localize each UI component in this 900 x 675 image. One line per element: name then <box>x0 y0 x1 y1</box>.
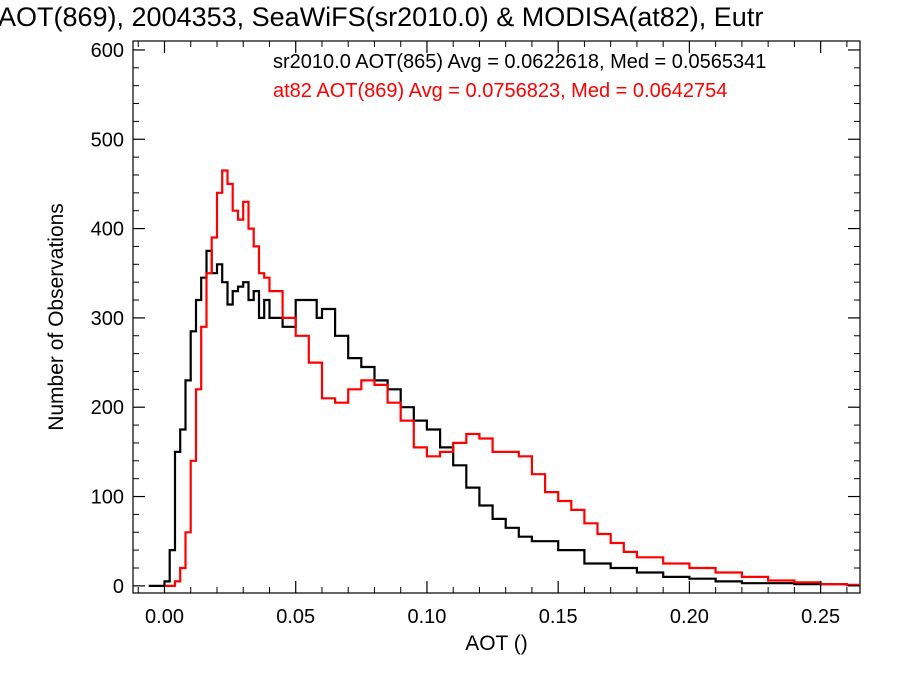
series-layer <box>148 169 860 587</box>
legend: sr2010.0 AOT(865) Avg = 0.0622618, Med =… <box>273 51 766 102</box>
y-tick-label: 600 <box>91 40 124 62</box>
series-line-0 <box>148 249 860 587</box>
legend-entry-0: sr2010.0 AOT(865) Avg = 0.0622618, Med =… <box>273 51 766 73</box>
x-tick-label: 0.00 <box>145 606 184 628</box>
y-tick-label: 100 <box>91 487 124 509</box>
x-tick-label: 0.10 <box>407 606 446 628</box>
chart-title: AOT(869), 2004353, SeaWiFS(sr2010.0) & M… <box>0 2 763 32</box>
y-tick-label: 0 <box>113 576 124 598</box>
x-tick-label: 0.15 <box>539 606 578 628</box>
y-tick-label: 300 <box>91 308 124 330</box>
x-tick-label: 0.05 <box>276 606 315 628</box>
x-axis-label: AOT () <box>465 632 528 655</box>
series-line-1 <box>164 169 860 587</box>
legend-entry-1: at82 AOT(869) Avg = 0.0756823, Med = 0.0… <box>273 80 727 102</box>
x-tick-label: 0.20 <box>670 606 709 628</box>
x-tick-label: 0.25 <box>801 606 840 628</box>
y-tick-label: 500 <box>91 129 124 151</box>
y-tick-label: 400 <box>91 219 124 241</box>
y-tick-label: 200 <box>91 397 124 419</box>
ticks-layer: 0.00 0.05 0.10 0.15 0.20 0.25 0 100 200 300 400 500… <box>91 40 860 628</box>
y-axis-label: Number of Observations <box>45 203 68 431</box>
plot-frame <box>132 40 861 594</box>
